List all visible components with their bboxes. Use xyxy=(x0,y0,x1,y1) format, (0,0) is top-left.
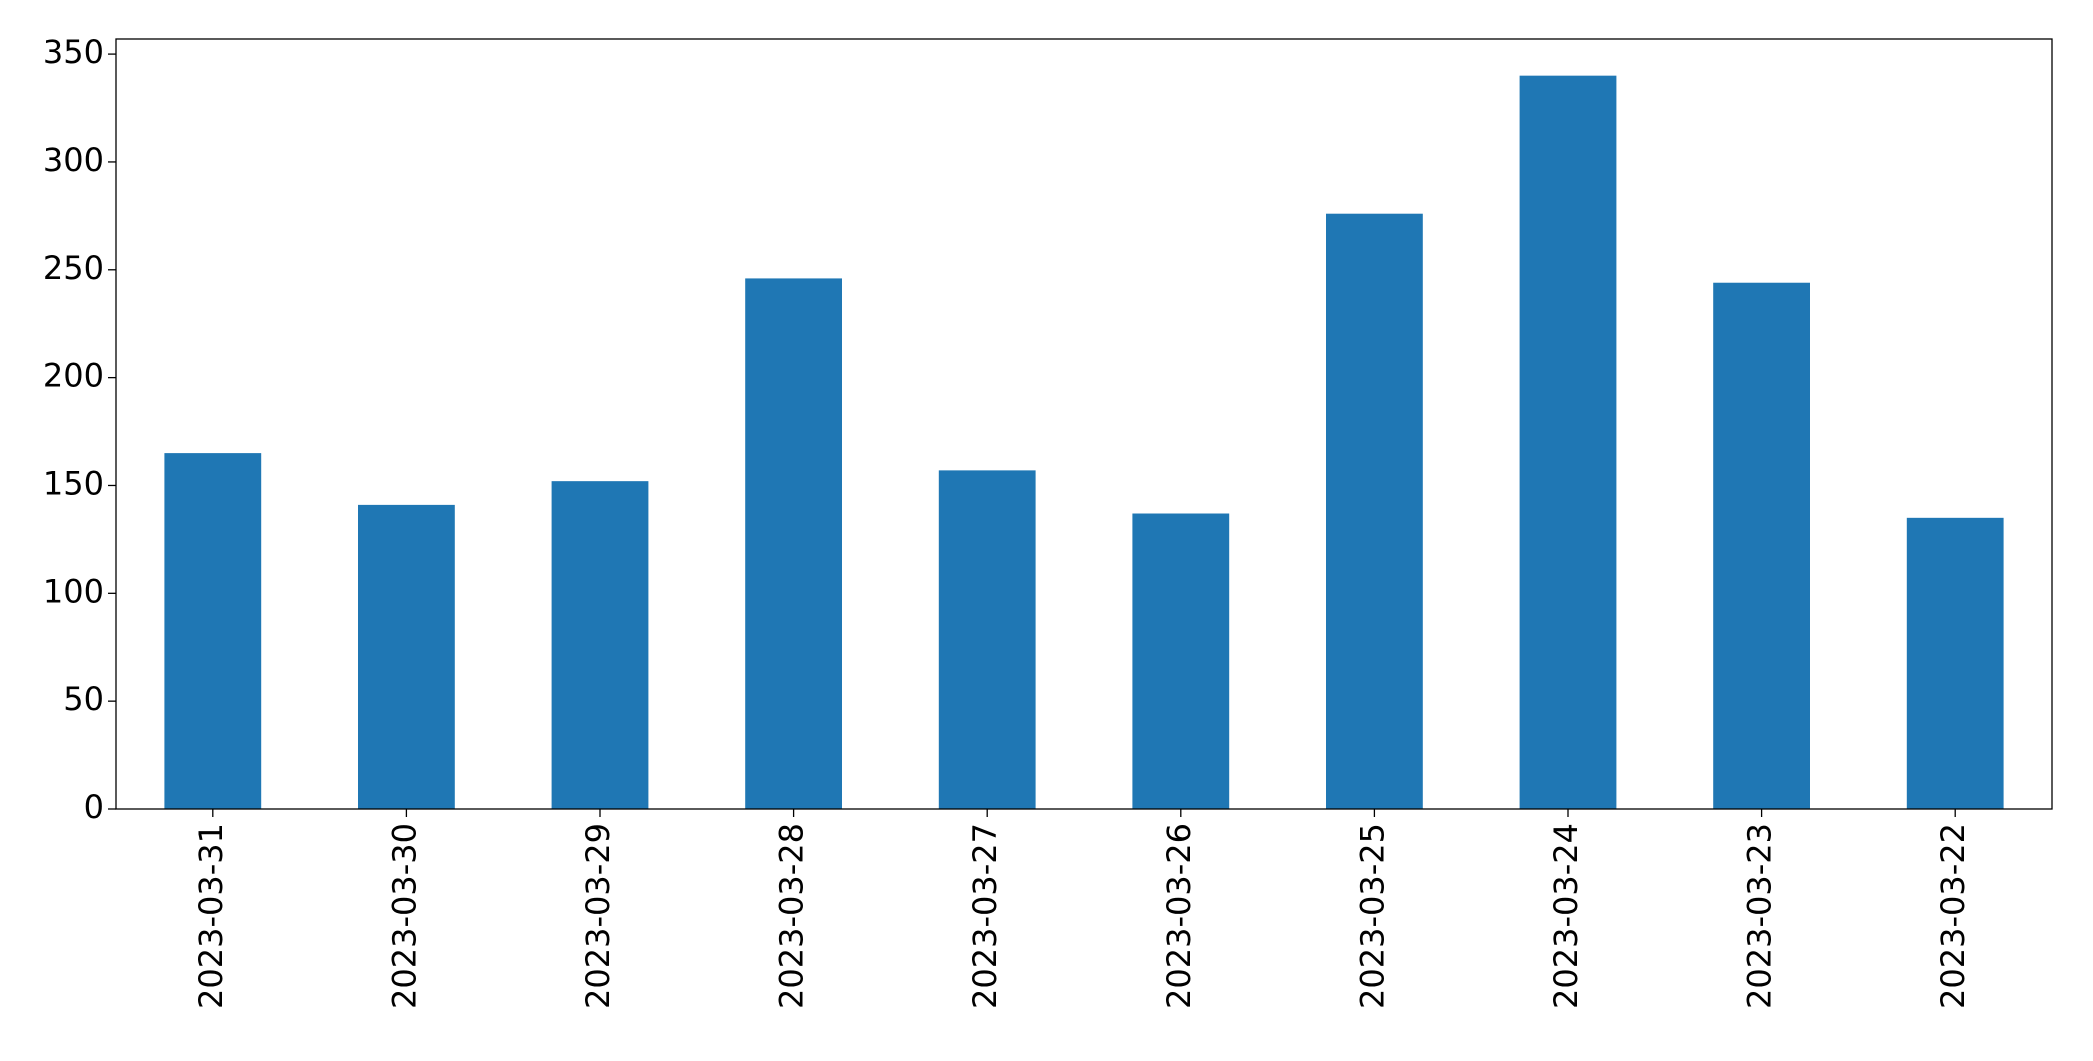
x-tick-label: 2023-03-28 xyxy=(773,823,811,1009)
x-tick-label: 2023-03-25 xyxy=(1353,823,1391,1009)
bar xyxy=(1713,282,1810,810)
bar xyxy=(1519,75,1617,809)
y-tick-label: 150 xyxy=(43,464,104,502)
bar xyxy=(358,504,455,809)
y-tick-label: 300 xyxy=(43,141,104,179)
y-tick-label: 0 xyxy=(84,788,104,826)
x-tick-label: 2023-03-29 xyxy=(579,823,617,1009)
y-tick-label: 200 xyxy=(43,357,104,395)
bar xyxy=(745,278,842,810)
bar xyxy=(164,453,262,809)
bar xyxy=(938,470,1036,809)
bar xyxy=(551,481,649,809)
bar xyxy=(1906,517,2004,809)
bar xyxy=(1326,213,1423,810)
y-tick-label: 100 xyxy=(43,572,104,610)
x-tick-label: 2023-03-24 xyxy=(1547,823,1585,1009)
plot-frame xyxy=(115,38,2053,810)
y-tick-label: 250 xyxy=(43,249,104,287)
x-tick-label: 2023-03-23 xyxy=(1741,823,1779,1009)
x-tick-label: 2023-03-30 xyxy=(385,823,423,1009)
y-tick-label: 50 xyxy=(63,680,104,718)
bar xyxy=(1132,513,1230,809)
y-tick-label: 350 xyxy=(43,33,104,71)
x-tick-label: 2023-03-31 xyxy=(192,823,230,1009)
x-tick-label: 2023-03-27 xyxy=(966,823,1004,1009)
x-tick-label: 2023-03-26 xyxy=(1160,823,1198,1009)
x-tick-label: 2023-03-22 xyxy=(1934,823,1972,1009)
